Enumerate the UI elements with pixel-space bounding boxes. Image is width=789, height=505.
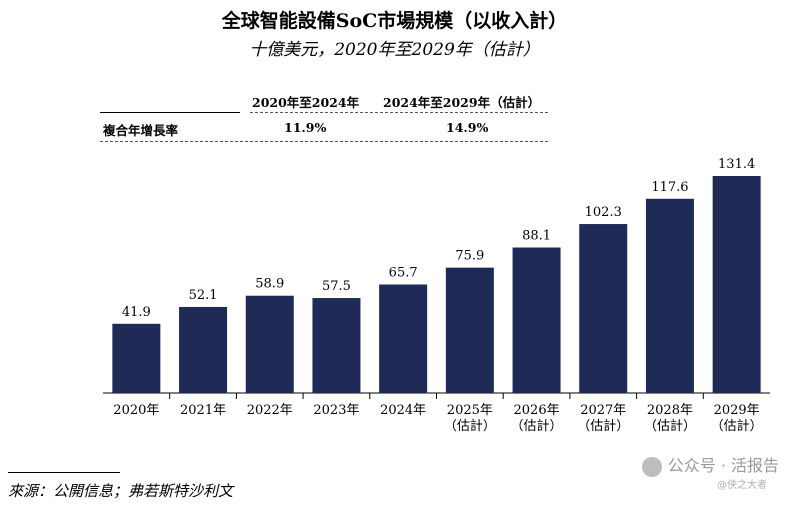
bar	[579, 224, 628, 393]
x-tick-label: 2027年	[580, 403, 626, 418]
data-label: 41.9	[122, 305, 151, 320]
x-tick-label: （估計）	[511, 418, 563, 434]
cagr-row-label: 複合年增長率	[103, 123, 179, 138]
x-tick-label: （估計）	[644, 418, 696, 434]
data-label: 57.5	[322, 279, 351, 294]
cagr-value-2024-2029: 14.9%	[446, 120, 489, 135]
x-tick-label: 2029年	[714, 403, 760, 418]
data-label: 65.7	[389, 266, 418, 281]
chart-subtitle: 十億美元，2020年至2029年（估計）	[249, 40, 540, 60]
x-tick-label: 2023年	[313, 403, 359, 418]
cagr-header-2024-2029: 2024年至2029年（估計）	[383, 95, 541, 110]
cagr-value-2020-2024: 11.9%	[284, 120, 327, 135]
x-tick-label: 2020年	[113, 403, 159, 418]
x-tick-label: 2022年	[247, 403, 293, 418]
watermark: 公众号 · 活报告	[641, 452, 779, 477]
wechat-icon	[641, 456, 662, 477]
source-divider	[8, 472, 120, 473]
data-label: 75.9	[455, 249, 484, 264]
x-tick-label: 2025年	[447, 403, 493, 418]
watermark-text: 公众号 · 活报告	[667, 456, 779, 475]
bar	[645, 198, 694, 393]
x-tick-label: （估計）	[577, 418, 629, 434]
bar	[379, 284, 428, 393]
x-tick-label: （估計）	[711, 418, 763, 434]
cagr-header-divider	[250, 112, 548, 113]
cagr-table-top-rule	[100, 112, 240, 113]
data-label: 102.3	[585, 205, 622, 220]
chart-title: 全球智能設備SoC市場規模（以收入計）	[221, 10, 568, 32]
bar	[445, 267, 494, 393]
x-tick-label: 2026年	[514, 403, 560, 418]
data-label: 131.4	[718, 157, 755, 172]
bar	[112, 323, 161, 393]
source-note: 來源：公開信息；弗若斯特沙利文	[8, 482, 234, 500]
data-label: 88.1	[522, 229, 551, 244]
data-label: 52.1	[189, 288, 218, 303]
cagr-table-bottom-rule	[100, 141, 548, 142]
bar	[245, 295, 294, 393]
watermark-sub: @侠之大者	[717, 480, 767, 491]
bar-chart: 41.9 2020年 52.1 2021年 58.9 2022年 57.5 2023年 65.7…	[103, 157, 770, 434]
bar	[312, 298, 361, 393]
x-tick-label: 2024年	[380, 403, 426, 418]
bar	[712, 176, 761, 393]
x-tick-label: （估計）	[444, 418, 496, 434]
cagr-header-2020-2024: 2020年至2024年	[252, 95, 360, 110]
x-tick-label: 2028年	[647, 403, 693, 418]
data-label: 58.9	[255, 277, 284, 292]
bar	[512, 247, 561, 393]
bar	[179, 306, 228, 393]
data-label: 117.6	[651, 180, 688, 195]
x-tick-label: 2021年	[180, 403, 226, 418]
